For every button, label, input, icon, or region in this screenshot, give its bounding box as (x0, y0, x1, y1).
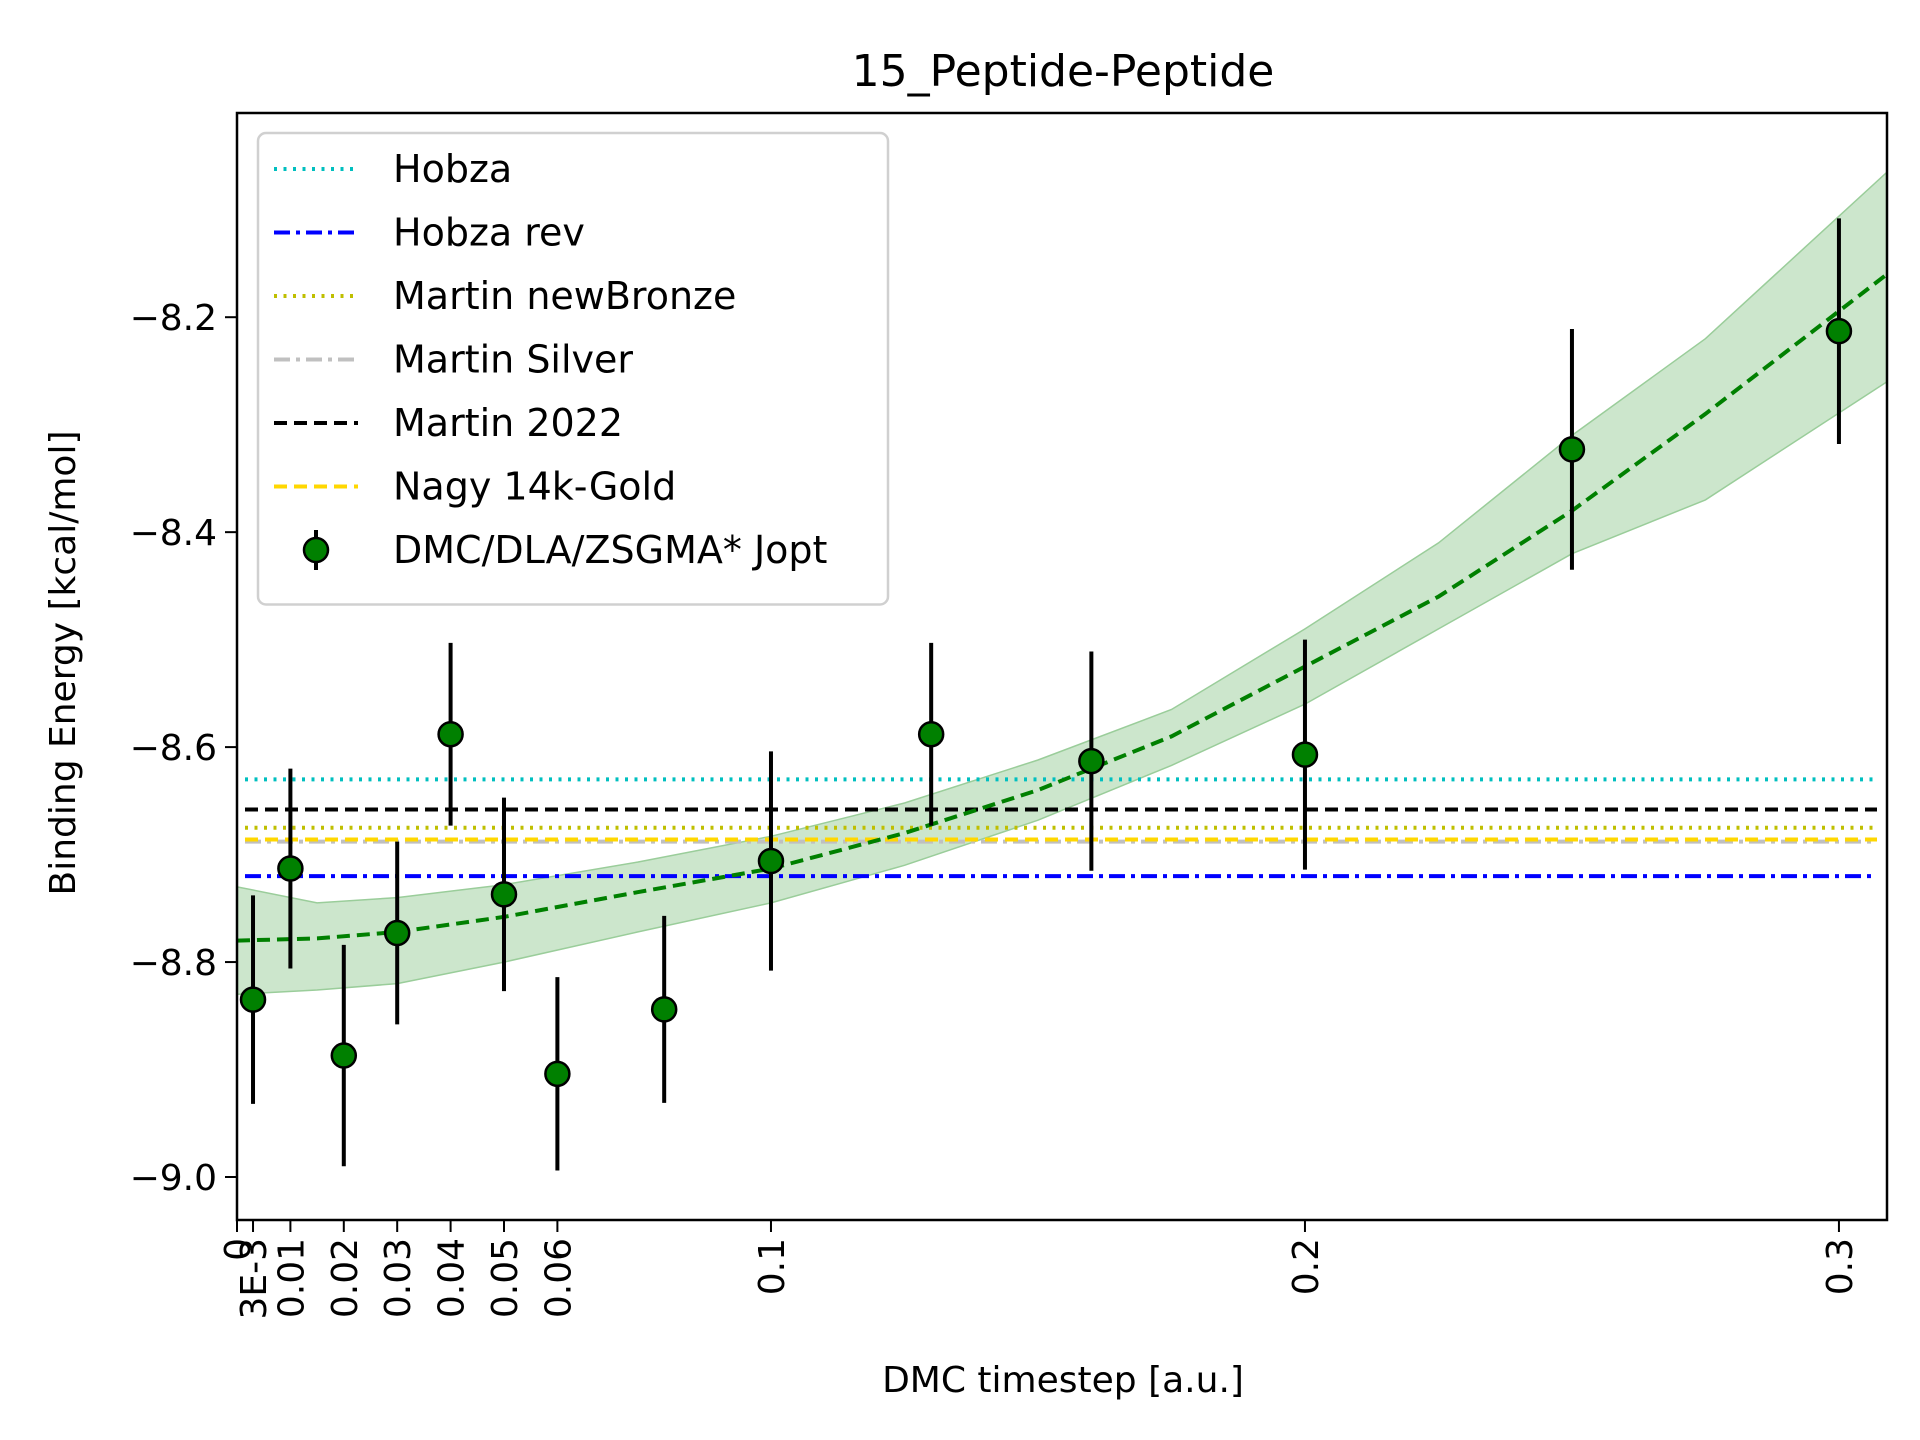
fit-line (237, 272, 1887, 943)
x-tick-label: 0.02 (325, 1238, 366, 1318)
y-tick-label: −8.8 (130, 943, 217, 984)
legend-label-4: Martin 2022 (393, 401, 623, 445)
data-point (544, 1060, 571, 1088)
x-tick-label: 0.03 (378, 1238, 419, 1318)
data-point (1558, 436, 1586, 463)
data-point (437, 720, 464, 748)
y-tick-label: −9.0 (130, 1158, 217, 1199)
legend-label-series: DMC/DLA/ZSGMA* Jopt (393, 528, 827, 572)
y-axis-label: Binding Energy [kcal/mol] (43, 431, 84, 896)
data-point (1291, 741, 1319, 768)
legend-label-1: Hobza rev (393, 211, 585, 255)
x-tick-label: 0.05 (485, 1238, 526, 1318)
axes-frame (235, 111, 1889, 1222)
data-point (490, 881, 518, 908)
legend: Hobza Hobza rev Martin newBronze Martin Sil… (256, 131, 890, 606)
legend-frame (256, 131, 890, 606)
data-point (650, 996, 678, 1023)
x-tick-label: 0.3 (1820, 1238, 1861, 1295)
data-point (383, 919, 411, 947)
plot-area (237, 171, 1887, 1171)
data-point (1825, 317, 1853, 345)
legend-marker-swatch (302, 536, 330, 564)
data-point (757, 847, 785, 875)
data-point (330, 1042, 358, 1069)
axes: 03E-30.01 0.02 0.03 0.04 0.05 0.06 0.1 0.2 0.3 −8… (130, 111, 1889, 1320)
legend-label-0: Hobza (393, 147, 512, 191)
data-point (1078, 747, 1105, 775)
chart-title: 15_Peptide-Peptide (852, 46, 1275, 97)
x-axis-label: DMC timestep [a.u.] (882, 1360, 1244, 1401)
x-tick-label: 0.06 (538, 1238, 579, 1318)
fit-confidence-band (237, 171, 1887, 996)
legend-label-5: Nagy 14k-Gold (393, 465, 676, 509)
data-point (239, 986, 267, 1013)
legend-label-3: Martin Silver (393, 338, 633, 382)
y-tick-label: −8.4 (130, 513, 217, 554)
x-tick-label: 3E-3 (234, 1238, 275, 1320)
x-tick-label: 0.2 (1286, 1238, 1327, 1295)
x-tick-label: 0.04 (432, 1238, 473, 1318)
legend-label-2: Martin newBronze (393, 274, 736, 318)
x-tick-label: 0.1 (752, 1238, 793, 1295)
x-tick-label: 0 (218, 1238, 259, 1261)
x-tick-label: 0.01 (271, 1238, 312, 1318)
data-point (277, 855, 304, 882)
y-tick-label: −8.2 (130, 298, 217, 339)
data-point (917, 720, 945, 748)
y-tick-label: −8.6 (130, 728, 217, 769)
